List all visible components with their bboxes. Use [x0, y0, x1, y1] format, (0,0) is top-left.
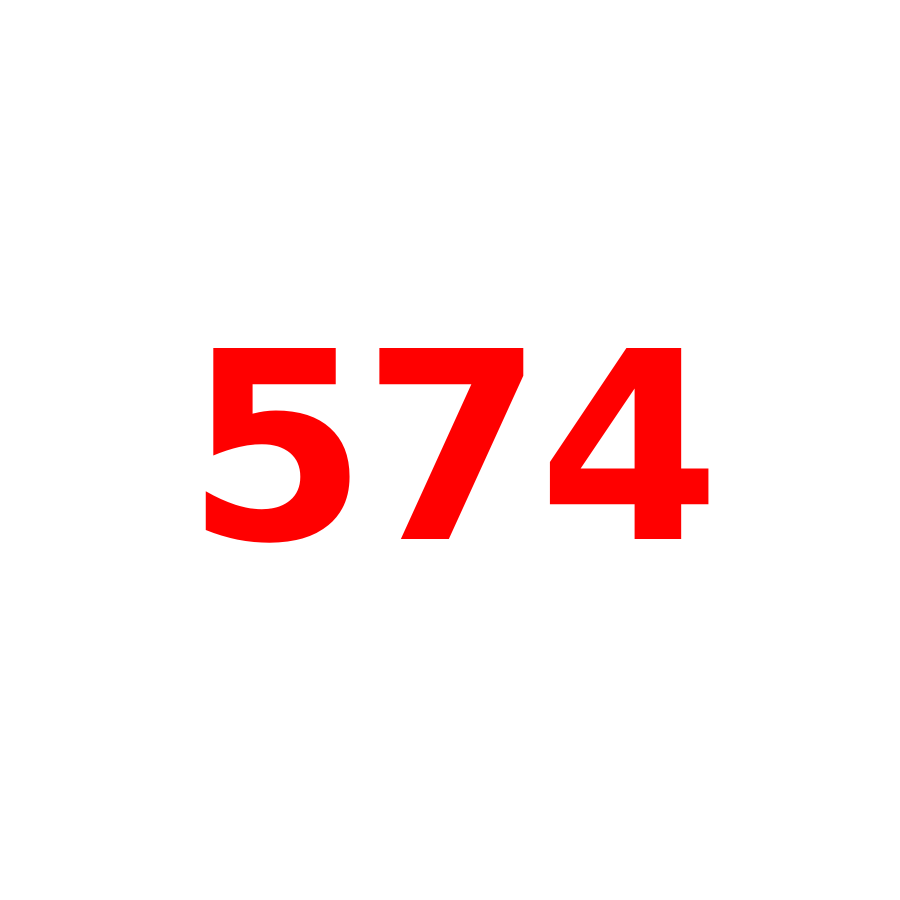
number-text: 574 [185, 296, 721, 601]
